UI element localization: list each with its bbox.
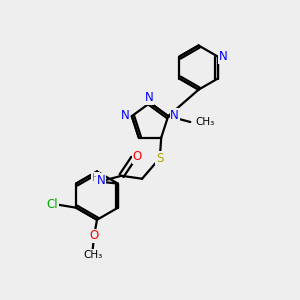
Text: N: N [219, 50, 227, 63]
Text: O: O [133, 150, 142, 163]
Text: CH₃: CH₃ [83, 250, 102, 260]
Text: O: O [89, 230, 99, 242]
Text: H: H [92, 173, 100, 183]
Text: N: N [145, 91, 154, 104]
Text: N: N [97, 174, 106, 187]
Text: Cl: Cl [47, 198, 58, 211]
Text: S: S [156, 152, 164, 165]
Text: N: N [121, 109, 130, 122]
Text: N: N [170, 109, 179, 122]
Text: CH₃: CH₃ [196, 117, 215, 127]
